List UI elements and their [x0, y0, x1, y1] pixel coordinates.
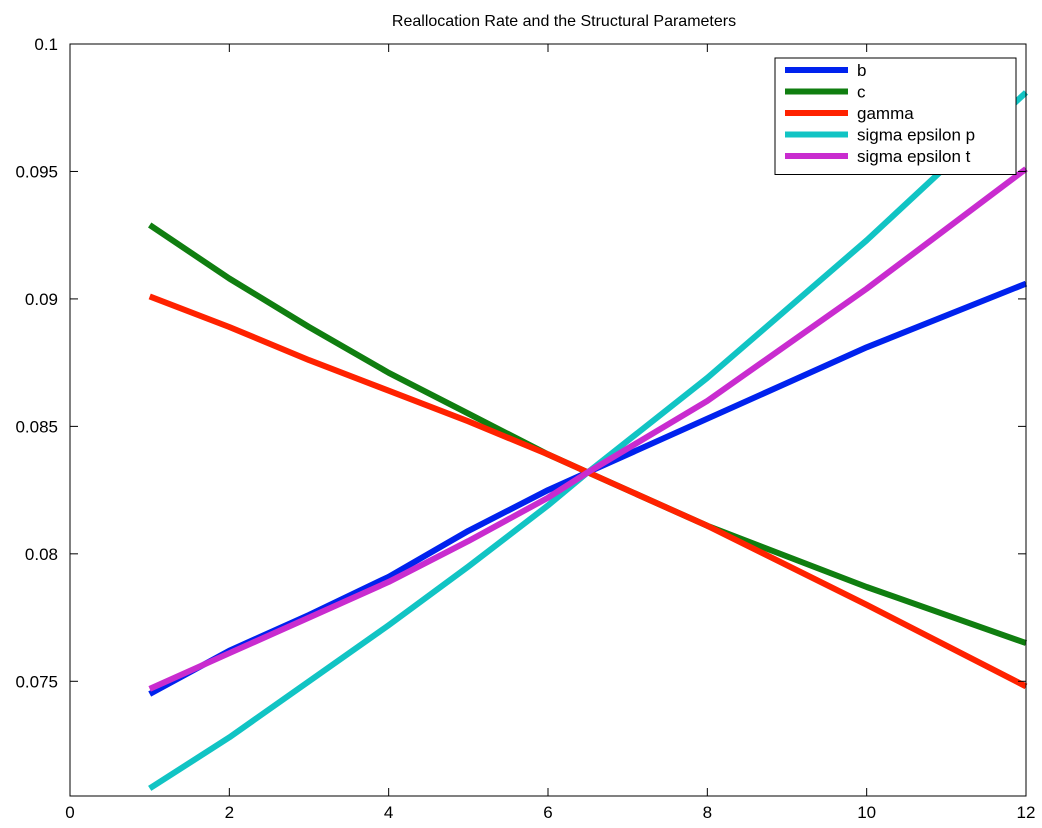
legend-label-4: sigma epsilon t [857, 147, 971, 166]
y-tick-label: 0.095 [15, 162, 58, 181]
series-line-1 [148, 222, 1027, 646]
y-tick-label: 0.075 [15, 672, 58, 691]
chart-title: Reallocation Rate and the Structural Par… [392, 13, 736, 30]
legend-label-0: b [857, 61, 866, 80]
y-tick-label: 0.08 [25, 545, 58, 564]
y-tick-label: 0.1 [34, 35, 58, 54]
x-tick-label: 8 [703, 803, 712, 822]
series-line-3 [148, 90, 1029, 791]
legend: bc gamma sigma epsilon p sigma epsilon t [774, 57, 1017, 175]
legend-label-3: sigma epsilon p [857, 126, 975, 145]
y-tick-label: 0.09 [25, 290, 58, 309]
x-tick-label: 12 [1017, 803, 1036, 822]
x-tick-label: 10 [857, 803, 876, 822]
legend-label-1: c [857, 83, 866, 102]
y-tick-label: 0.085 [15, 417, 58, 436]
legend-label-2: gamma [857, 104, 914, 123]
x-tick-label: 0 [65, 803, 74, 822]
series-line-4 [148, 166, 1028, 692]
axis-ticks: 0 2 4 6 8 10 12 0.075 0.08 0.085 0.09 0.095 0.1 [15, 35, 1035, 822]
x-tick-label: 2 [225, 803, 234, 822]
x-tick-label: 4 [384, 803, 393, 822]
plot-area [148, 90, 1029, 791]
series-line-2 [148, 293, 1028, 690]
x-tick-label: 6 [543, 803, 552, 822]
